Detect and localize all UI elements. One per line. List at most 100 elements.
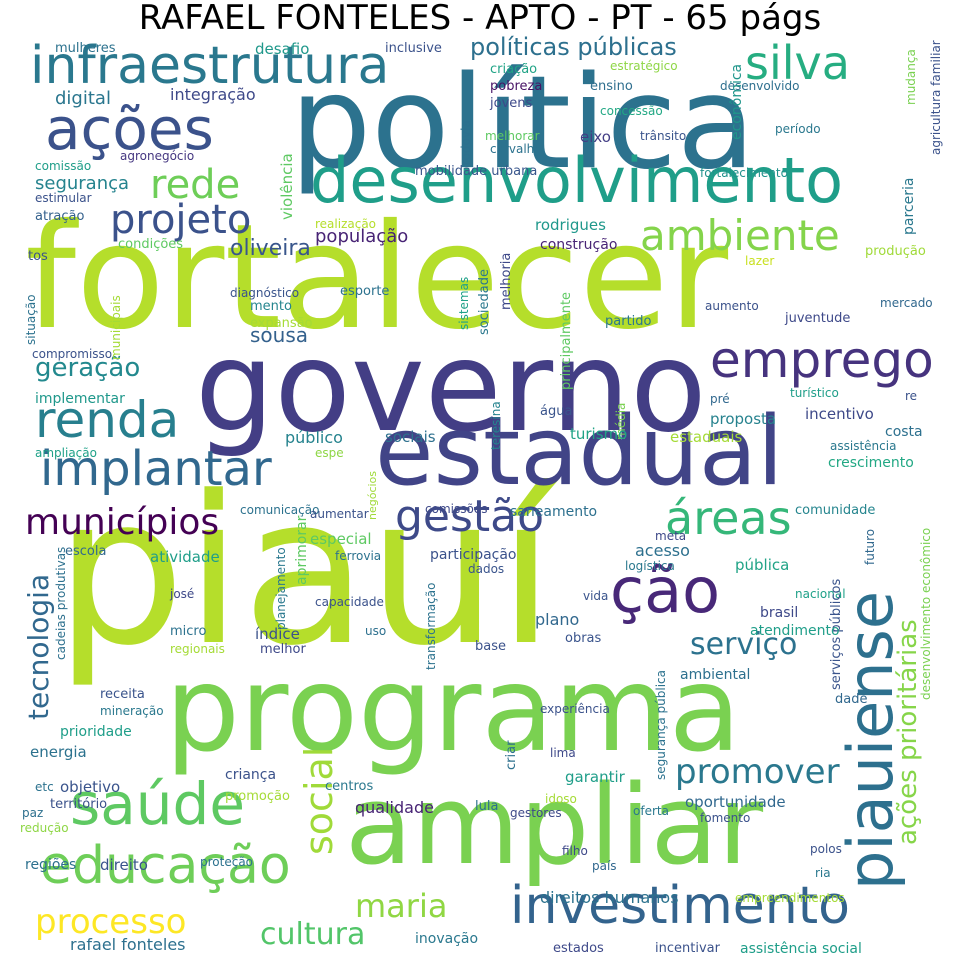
cloud-word: parceria bbox=[901, 177, 917, 235]
cloud-word: participação bbox=[430, 547, 517, 563]
cloud-word: rodovia bbox=[459, 120, 473, 165]
cloud-word: estados bbox=[553, 941, 604, 956]
cloud-word: aumento bbox=[705, 299, 759, 313]
cloud-word: programa bbox=[165, 640, 741, 778]
cloud-word: atração bbox=[35, 209, 85, 224]
cloud-word: segurança bbox=[35, 173, 130, 194]
cloud-word: geração bbox=[35, 353, 141, 383]
cloud-word: carvalho bbox=[490, 142, 542, 156]
cloud-word: oferta bbox=[633, 804, 669, 818]
cloud-word: fortalecer bbox=[25, 193, 729, 362]
cloud-word: mulheres bbox=[55, 41, 116, 56]
cloud-word: realização bbox=[315, 217, 377, 231]
cloud-word: saneamento bbox=[510, 504, 598, 520]
cloud-word: proteção bbox=[200, 855, 254, 869]
cloud-word: gestores bbox=[510, 806, 562, 820]
cloud-word: acesso bbox=[635, 541, 690, 560]
word-cloud-title: RAFAEL FONTELES - APTO - PT - 65 págs bbox=[138, 0, 822, 38]
cloud-word: etc bbox=[35, 780, 54, 794]
cloud-word: melhoria bbox=[499, 252, 514, 310]
cloud-word: fortalecimento bbox=[700, 166, 788, 180]
cloud-word: centros bbox=[325, 779, 374, 794]
cloud-word: investimento bbox=[510, 876, 850, 936]
cloud-word: josé bbox=[170, 587, 195, 601]
cloud-word: social bbox=[297, 746, 341, 855]
cloud-word: ambiental bbox=[680, 667, 751, 683]
cloud-word: turístico bbox=[790, 386, 839, 400]
cloud-word: juventude bbox=[785, 311, 851, 326]
cloud-word: ambiente bbox=[640, 211, 840, 260]
cloud-word: atividade bbox=[150, 548, 220, 566]
cloud-word: logística bbox=[625, 559, 675, 573]
cloud-word: meta bbox=[655, 529, 687, 543]
cloud-word: compromisso bbox=[32, 347, 113, 361]
cloud-word: estimular bbox=[35, 191, 92, 205]
cloud-word: plano bbox=[535, 610, 580, 629]
cloud-word: eixo bbox=[580, 128, 611, 146]
cloud-word: ferrovia bbox=[335, 549, 382, 563]
cloud-word: filho bbox=[562, 844, 588, 858]
cloud-word: comunicação bbox=[240, 503, 320, 517]
cloud-word: produção bbox=[865, 244, 926, 259]
cloud-word: índice bbox=[255, 625, 300, 643]
cloud-word: planejamento bbox=[274, 547, 288, 630]
cloud-word: desenvolvimento bbox=[310, 144, 844, 217]
cloud-word: implementar bbox=[35, 391, 125, 407]
cloud-word: assistência social bbox=[740, 941, 862, 957]
cloud-word: dados bbox=[468, 562, 505, 576]
cloud-word: regiões bbox=[25, 857, 77, 873]
cloud-word: água bbox=[540, 404, 573, 419]
cloud-word: integração bbox=[170, 85, 256, 104]
cloud-word: assistência bbox=[830, 439, 897, 453]
cloud-word: infraestrutura bbox=[30, 36, 390, 96]
cloud-word: expansão bbox=[250, 316, 313, 331]
cloud-word: melhorar bbox=[485, 129, 540, 143]
cloud-word: sociais bbox=[385, 428, 436, 446]
cloud-word: qualidade bbox=[355, 798, 434, 817]
cloud-word: rodrigues bbox=[535, 216, 606, 234]
cloud-word: pública bbox=[735, 556, 790, 574]
cloud-word: comunidade bbox=[795, 503, 876, 518]
cloud-word: garantir bbox=[565, 768, 625, 786]
cloud-word: desafio bbox=[255, 40, 310, 58]
cloud-word: promover bbox=[675, 752, 840, 792]
cloud-word: regionais bbox=[170, 642, 225, 656]
cloud-word: proposta bbox=[710, 410, 777, 428]
cloud-word: gestão bbox=[395, 491, 545, 542]
cloud-word: agricultura familiar bbox=[929, 40, 943, 155]
cloud-word: crescimento bbox=[828, 455, 914, 471]
cloud-word: inovação bbox=[415, 931, 479, 947]
cloud-word: violência bbox=[278, 153, 296, 220]
cloud-word: costa bbox=[885, 424, 923, 440]
cloud-word: áreas bbox=[665, 491, 792, 545]
cloud-word: pré bbox=[710, 392, 730, 406]
cloud-word: mineração bbox=[100, 704, 164, 718]
cloud-word: polos bbox=[810, 842, 842, 856]
cloud-word: condições bbox=[118, 237, 184, 252]
cloud-word: processo bbox=[35, 902, 187, 942]
cloud-word: escola bbox=[65, 544, 107, 559]
cloud-word: negócios bbox=[366, 470, 379, 520]
cloud-word: ampliar bbox=[345, 761, 764, 889]
cloud-word: digital bbox=[55, 88, 111, 109]
cloud-word: promoção bbox=[225, 789, 290, 804]
cloud-word: receita bbox=[100, 687, 145, 702]
cloud-word: educação bbox=[40, 836, 291, 896]
cloud-word: desenvolvido bbox=[720, 79, 800, 93]
cloud-word: tecnologia bbox=[22, 573, 55, 720]
cloud-word: oliveira bbox=[230, 236, 311, 261]
cloud-word: re bbox=[905, 389, 918, 403]
cloud-word: população bbox=[315, 226, 409, 247]
cloud-word: concessão bbox=[600, 104, 663, 118]
cloud-word: econômica bbox=[729, 63, 745, 140]
cloud-word: aprimorar bbox=[294, 515, 310, 585]
cloud-word: energia bbox=[30, 743, 87, 761]
cloud-word: criação bbox=[490, 62, 538, 77]
cloud-word: lazer bbox=[745, 254, 775, 268]
cloud-word: esporte bbox=[340, 284, 390, 299]
cloud-word: micro bbox=[170, 624, 207, 639]
cloud-word: políticas públicas bbox=[470, 33, 677, 61]
cloud-word: política bbox=[290, 49, 756, 198]
cloud-word: lula bbox=[475, 799, 499, 814]
cloud-word: ações prioritárias bbox=[893, 619, 923, 845]
